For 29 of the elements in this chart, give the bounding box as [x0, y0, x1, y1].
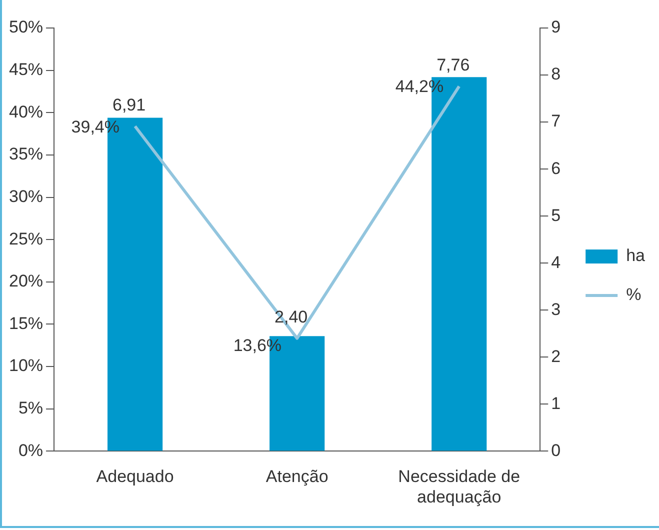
y2-tick-label: 0 [551, 440, 561, 460]
y-tick-label: 40% [8, 102, 44, 122]
y2-tick-label: 1 [551, 394, 561, 413]
y-tick-label: 25% [8, 229, 44, 248]
data-label: 7,76 [436, 55, 470, 74]
y2-tick-label: 6 [551, 158, 561, 178]
y-tick-label: 10% [8, 356, 44, 376]
y-tick-label: 0% [18, 440, 44, 460]
legend-label: ha [626, 246, 646, 266]
data-label: 2,40 [274, 308, 308, 327]
x-tick-label: Atenção [266, 467, 328, 486]
y2-tick-label: 3 [551, 300, 561, 319]
y-tick-label: 30% [8, 186, 44, 206]
y2-tick-label: 2 [551, 346, 561, 366]
y2-tick-label: 5 [551, 206, 561, 225]
y-tick-label: 15% [8, 314, 44, 333]
y-tick-label: 50% [8, 18, 44, 37]
data-label: 6,91 [112, 95, 146, 114]
x-tick-label: Adequado [96, 467, 174, 486]
y2-tick-label: 4 [551, 252, 561, 272]
y-tick-label: 5% [18, 398, 44, 418]
y-tick-label: 45% [8, 60, 44, 80]
y2-tick-label: 7 [551, 112, 561, 131]
x-tick-label: Necessidade de adequação [398, 467, 520, 506]
legend-label: % [626, 285, 642, 304]
y-tick-label: 35% [8, 144, 44, 164]
y2-tick-label: 9 [551, 18, 561, 37]
y2-tick-label: 8 [551, 64, 561, 84]
y-tick-label: 20% [8, 272, 44, 291]
